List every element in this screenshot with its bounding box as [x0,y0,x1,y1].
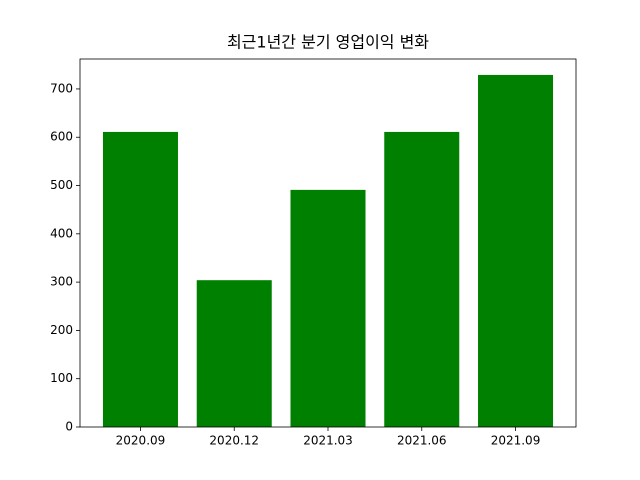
x-tick-label: 2020.12 [209,434,259,448]
x-tick-label: 2021.03 [303,434,353,448]
bar [478,74,554,427]
bar [384,131,460,427]
bar [196,280,272,427]
x-tick-label: 2021.06 [397,434,447,448]
y-tick-label: 500 [50,178,73,192]
y-tick-label: 400 [50,226,73,240]
y-tick-label: 0 [65,420,73,434]
bar [102,131,178,427]
plot-frame [79,58,577,428]
bar [290,189,366,427]
x-tick-label: 2020.09 [116,434,166,448]
y-tick-label: 200 [50,323,73,337]
y-tick-label: 300 [50,275,73,289]
chart-title: 최근1년간 분기 영업이익 변화 [227,33,429,52]
y-tick-label: 100 [50,371,73,385]
y-tick-label: 600 [50,130,73,144]
x-tick-label: 2021.09 [491,434,541,448]
y-tick-label: 700 [50,81,73,95]
